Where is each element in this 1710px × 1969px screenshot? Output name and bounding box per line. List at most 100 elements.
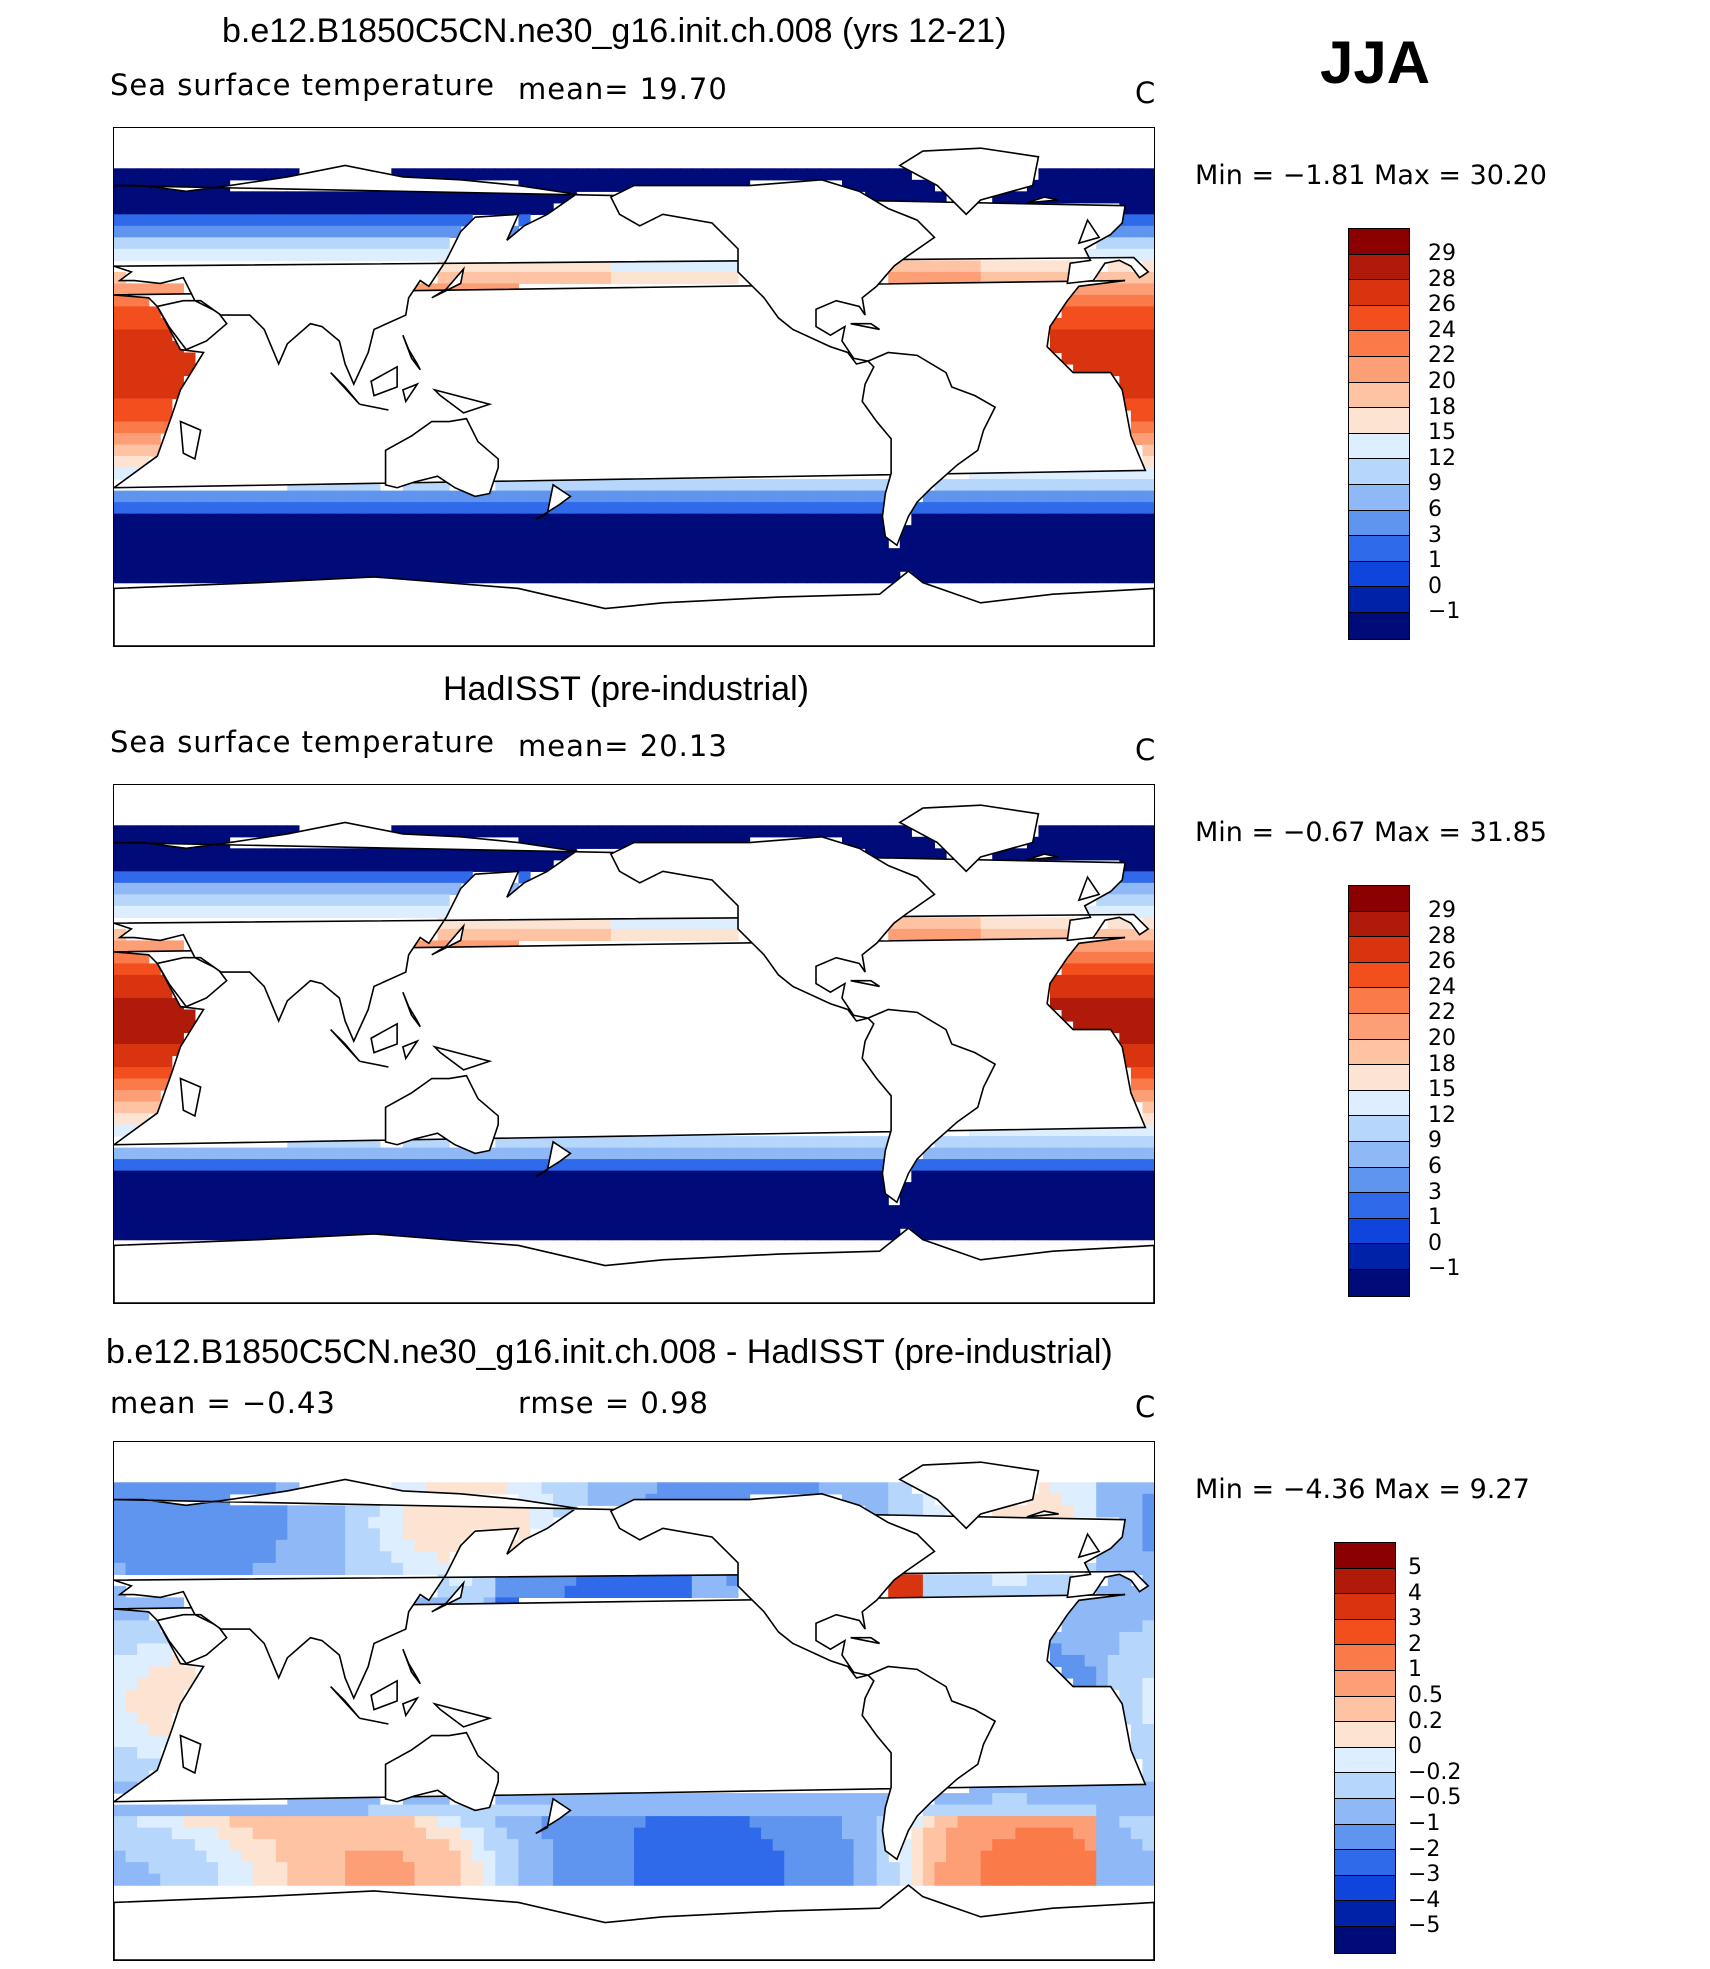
field-cell [125, 1009, 138, 1022]
field-cell [668, 536, 681, 549]
field-cell [795, 1205, 808, 1218]
field-cell [437, 825, 450, 838]
field-cell [148, 1701, 161, 1714]
field-cell [125, 825, 138, 838]
field-cell [125, 1643, 138, 1656]
field-cell [264, 1482, 277, 1495]
colorbar-labels: 29 28 26 24 22 20 18 15 12 9 6 3 1 0 −1 [1428, 241, 1460, 625]
field-cell [460, 1182, 473, 1195]
field-cell [1038, 548, 1051, 561]
field-cell [437, 502, 450, 515]
field-cell [738, 825, 751, 838]
field-cell [587, 502, 600, 515]
field-cell [853, 1228, 866, 1241]
field-cell [784, 825, 797, 838]
field-cell [114, 1124, 127, 1137]
field-cell [622, 1862, 635, 1875]
field-cell [969, 1839, 982, 1852]
field-cell [680, 1216, 693, 1229]
field-cell [437, 1816, 450, 1829]
field-cell [171, 940, 184, 953]
field-cell [518, 168, 531, 181]
field-cell [1119, 306, 1132, 319]
field-cell [114, 1216, 127, 1229]
field-cell [114, 1159, 127, 1172]
field-cell [426, 1539, 439, 1552]
field-cell [599, 525, 612, 538]
field-cell [645, 571, 658, 584]
field-cell [391, 1216, 404, 1229]
field-cell [876, 1216, 889, 1229]
field-cell [668, 1816, 681, 1829]
field-cell [922, 1862, 936, 1875]
field-cell [1142, 1493, 1154, 1506]
field-cell [1015, 490, 1028, 503]
field-cell [1142, 1793, 1154, 1806]
field-cell [865, 525, 878, 538]
field-cell [160, 1677, 173, 1691]
field-cell [356, 1205, 369, 1218]
field-cell [218, 1539, 231, 1552]
field-cell [1119, 1608, 1132, 1622]
field-cell [946, 1205, 959, 1218]
field-cell [599, 168, 612, 181]
field-cell [899, 1493, 912, 1506]
field-cell [1015, 1205, 1028, 1218]
field-cell [992, 1862, 1005, 1875]
field-cell [1107, 974, 1120, 988]
field-cell [414, 1862, 427, 1875]
field-cell [969, 479, 982, 492]
field-cell [194, 548, 208, 561]
field-cell [241, 191, 254, 204]
field-cell [853, 1482, 866, 1495]
field-cell [922, 1574, 936, 1587]
field-cell [379, 1516, 392, 1529]
field-cell [1096, 1216, 1109, 1229]
field-cell [599, 836, 612, 849]
field-cell [1084, 536, 1097, 549]
field-cell [1130, 410, 1144, 423]
field-cell [252, 202, 265, 215]
field-cell [287, 225, 300, 238]
field-cell [703, 1193, 716, 1206]
field-cell [784, 502, 797, 515]
field-cell [171, 1597, 184, 1610]
field-cell [506, 1516, 520, 1529]
field-cell [714, 1182, 728, 1195]
field-cell [402, 548, 416, 561]
field-cell [1003, 1827, 1016, 1840]
field-cell [772, 1850, 785, 1863]
field-cell [553, 1862, 566, 1875]
field-cell [530, 168, 543, 181]
field-cell [310, 502, 323, 515]
field-cell [171, 1816, 184, 1829]
field-cell [148, 387, 161, 400]
field-cell [946, 1136, 959, 1149]
field-cell [969, 1182, 982, 1195]
field-cell [772, 1136, 785, 1149]
field-cell [1119, 997, 1132, 1011]
field-cell [310, 848, 323, 861]
field-cell [714, 825, 728, 838]
field-cell [1119, 559, 1132, 572]
field-cell [368, 1170, 381, 1183]
field-cell [114, 1862, 127, 1875]
field-cell [714, 1136, 728, 1149]
field-cell [1142, 479, 1154, 492]
field-cell [114, 997, 127, 1011]
field-cell [553, 928, 566, 941]
field-cell [1015, 917, 1028, 930]
field-cell [1107, 1631, 1120, 1645]
field-cell [703, 260, 716, 273]
field-cell [1142, 917, 1154, 930]
field-cell [114, 1044, 127, 1057]
field-cell [703, 1159, 716, 1172]
field-cell [495, 1482, 508, 1495]
field-cell [610, 168, 624, 181]
field-cell [934, 928, 947, 941]
field-cell [1142, 525, 1154, 538]
field-cell [784, 548, 797, 561]
field-cell [483, 1505, 496, 1518]
field-cell [992, 1850, 1005, 1863]
field-cell [160, 513, 173, 526]
